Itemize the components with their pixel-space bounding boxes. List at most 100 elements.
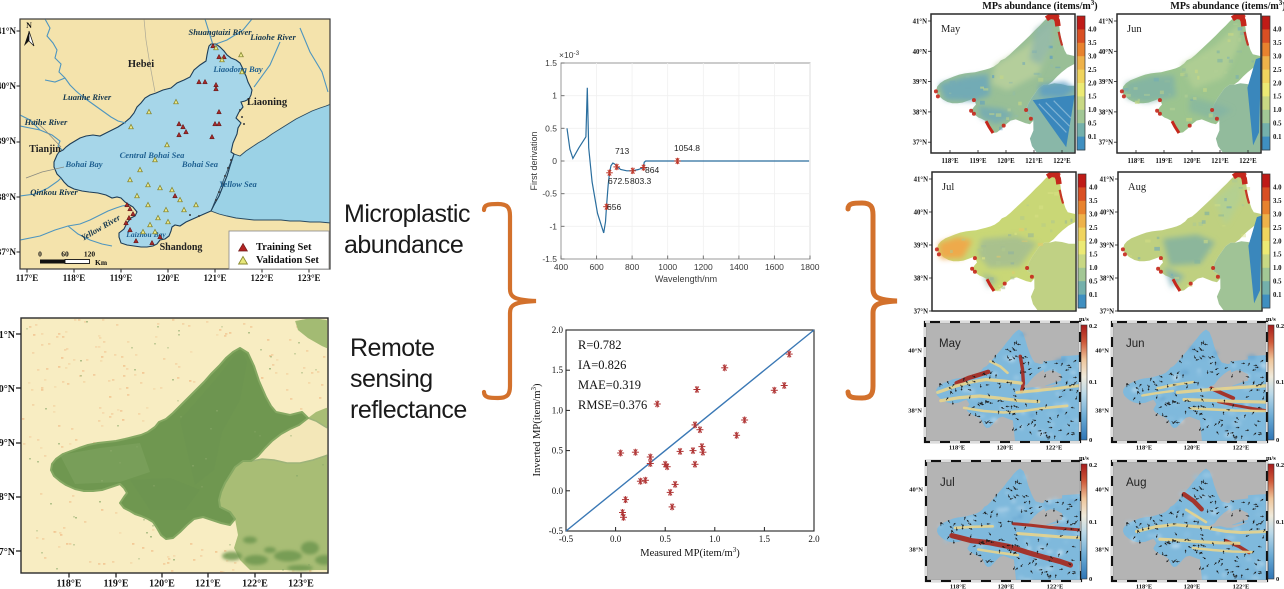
svg-text:38°N: 38°N <box>0 192 16 202</box>
svg-text:40°N: 40°N <box>913 49 928 56</box>
svg-text:119°E: 119°E <box>110 273 133 283</box>
svg-text:38°N: 38°N <box>1100 276 1115 283</box>
svg-text:R=0.782: R=0.782 <box>578 338 622 352</box>
svg-text:121°E: 121°E <box>1211 158 1229 165</box>
svg-text:38°N: 38°N <box>1095 408 1109 415</box>
svg-text:RMSE=0.376: RMSE=0.376 <box>578 398 647 412</box>
svg-text:41°N: 41°N <box>914 177 929 184</box>
svg-text:0: 0 <box>552 156 557 166</box>
svg-text:Haihe River: Haihe River <box>24 117 68 127</box>
svg-text:656: 656 <box>607 202 621 212</box>
svg-text:Inverted MP(item/m3): Inverted MP(item/m3) <box>530 383 543 477</box>
svg-text:120: 120 <box>84 250 96 259</box>
svg-text:May: May <box>939 338 961 350</box>
svg-text:1.0: 1.0 <box>1273 107 1282 114</box>
svg-text:117°E: 117°E <box>16 273 39 283</box>
svg-text:-0.5: -0.5 <box>549 526 564 536</box>
svg-text:40°N: 40°N <box>908 348 922 355</box>
svg-text:0: 0 <box>1276 437 1279 444</box>
svg-text:122°E: 122°E <box>1239 158 1257 165</box>
svg-text:118°E: 118°E <box>1136 584 1152 589</box>
svg-text:0: 0 <box>1089 576 1092 583</box>
svg-text:120°E: 120°E <box>1184 445 1201 452</box>
svg-text:Jul: Jul <box>942 182 954 193</box>
svg-text:Km: Km <box>95 258 108 267</box>
svg-text:1054.8: 1054.8 <box>674 143 700 153</box>
svg-text:m/s: m/s <box>1266 455 1276 462</box>
svg-text:119°E: 119°E <box>103 579 128 589</box>
svg-text:1600: 1600 <box>765 262 784 272</box>
svg-text:0.5: 0.5 <box>1089 279 1098 286</box>
svg-text:39°N: 39°N <box>914 243 929 250</box>
svg-text:m/s: m/s <box>1266 316 1276 323</box>
svg-text:118°E: 118°E <box>950 584 966 589</box>
svg-text:Luanhe River: Luanhe River <box>62 92 112 102</box>
svg-text:1.0: 1.0 <box>709 534 721 544</box>
svg-text:1.0: 1.0 <box>1088 107 1097 114</box>
svg-text:0.5: 0.5 <box>1273 279 1282 286</box>
svg-text:Aug: Aug <box>1126 477 1146 489</box>
svg-text:3.0: 3.0 <box>1273 212 1282 219</box>
svg-text:-1.5: -1.5 <box>542 254 557 264</box>
svg-text:Jun: Jun <box>1126 338 1145 350</box>
svg-text:121°E: 121°E <box>1025 158 1043 165</box>
svg-text:800: 800 <box>625 262 639 272</box>
svg-text:38°N: 38°N <box>1095 547 1109 554</box>
svg-text:0.1: 0.1 <box>1089 292 1098 299</box>
svg-text:-1: -1 <box>549 221 557 231</box>
svg-text:118°E: 118°E <box>56 579 81 589</box>
svg-text:60: 60 <box>61 250 69 259</box>
svg-text:39°N: 39°N <box>1099 79 1114 86</box>
svg-text:0.5: 0.5 <box>1088 121 1097 128</box>
svg-text:2.0: 2.0 <box>552 325 564 335</box>
svg-text:40°N: 40°N <box>1100 210 1115 217</box>
svg-text:0: 0 <box>1089 437 1092 444</box>
svg-text:First derivation: First derivation <box>529 131 539 190</box>
svg-text:2.5: 2.5 <box>1273 225 1282 232</box>
svg-text:39°N: 39°N <box>1100 243 1115 250</box>
svg-text:803.3: 803.3 <box>630 176 652 186</box>
svg-text:4.0: 4.0 <box>1089 185 1098 192</box>
svg-text:Hebei: Hebei <box>128 59 154 70</box>
svg-text:4.0: 4.0 <box>1088 27 1097 34</box>
svg-text:41°N: 41°N <box>0 26 16 36</box>
svg-text:Laizhou Bay: Laizhou Bay <box>125 230 166 239</box>
svg-text:1.5: 1.5 <box>1088 94 1097 101</box>
svg-text:37°N: 37°N <box>0 247 16 257</box>
svg-text:0.2: 0.2 <box>1089 323 1097 330</box>
svg-text:×10-3: ×10-3 <box>559 50 580 60</box>
svg-text:2.0: 2.0 <box>808 534 820 544</box>
svg-text:39°N: 39°N <box>913 79 928 86</box>
svg-text:MAE=0.319: MAE=0.319 <box>578 378 641 392</box>
svg-text:3.0: 3.0 <box>1273 54 1282 61</box>
svg-text:1200: 1200 <box>694 262 713 272</box>
svg-text:3.5: 3.5 <box>1089 198 1098 205</box>
svg-text:Liaodong Bay: Liaodong Bay <box>212 64 263 74</box>
svg-text:118°E: 118°E <box>1136 445 1152 452</box>
svg-text:122°E: 122°E <box>1046 445 1063 452</box>
svg-text:Qinkou River: Qinkou River <box>30 187 78 197</box>
svg-text:IA=0.826: IA=0.826 <box>578 358 626 372</box>
svg-text:120°E: 120°E <box>156 273 179 283</box>
svg-text:41°N: 41°N <box>1099 19 1114 26</box>
svg-text:3.5: 3.5 <box>1273 198 1282 205</box>
svg-text:0.1: 0.1 <box>1273 292 1282 299</box>
svg-text:Bohai Bay: Bohai Bay <box>64 159 102 169</box>
svg-text:120°E: 120°E <box>998 584 1015 589</box>
svg-text:0.0: 0.0 <box>552 486 564 496</box>
svg-text:reflectance: reflectance <box>350 396 467 424</box>
svg-text:2.5: 2.5 <box>1273 67 1282 74</box>
svg-text:MPs abundance (items/m3): MPs abundance (items/m3) <box>982 0 1097 12</box>
svg-text:1.0: 1.0 <box>552 405 564 415</box>
svg-text:600: 600 <box>590 262 604 272</box>
svg-text:0.1: 0.1 <box>1276 379 1284 386</box>
svg-text:Liaohe River: Liaohe River <box>249 32 296 42</box>
svg-text:120°E: 120°E <box>997 445 1014 452</box>
svg-text:40°N: 40°N <box>1095 487 1109 494</box>
svg-text:1.5: 1.5 <box>1273 252 1282 259</box>
svg-text:2.0: 2.0 <box>1273 80 1282 87</box>
svg-text:m/s: m/s <box>1079 316 1089 323</box>
svg-text:37°N: 37°N <box>0 547 16 558</box>
svg-text:0.5: 0.5 <box>1273 121 1282 128</box>
svg-text:0.5: 0.5 <box>552 446 564 456</box>
